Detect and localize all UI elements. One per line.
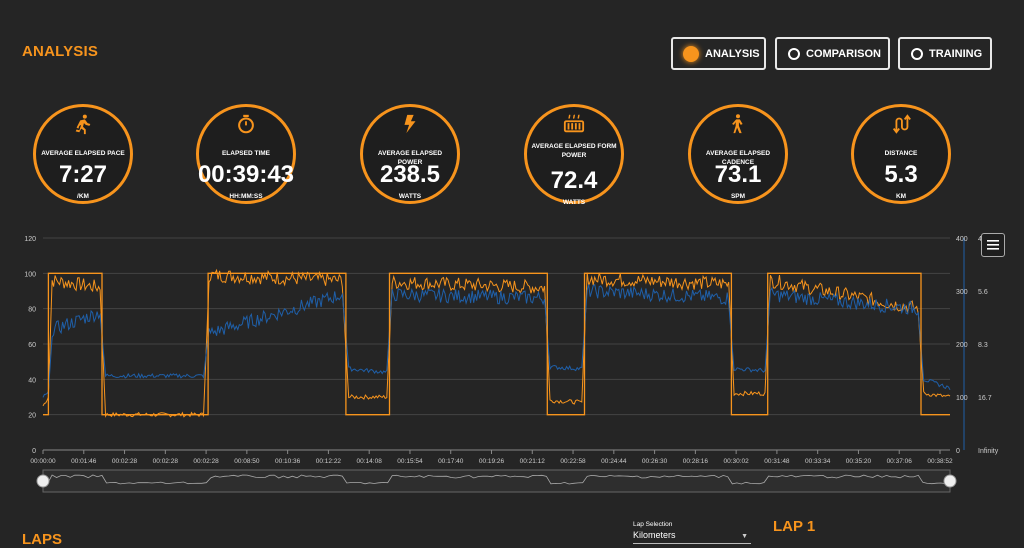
radio-selected-icon xyxy=(683,45,699,62)
heater-icon xyxy=(527,113,621,135)
metric-unit: WATTS xyxy=(562,199,586,206)
chevron-down-icon: ▼ xyxy=(741,533,748,540)
y-pace-tick-label: Infinity xyxy=(978,448,999,455)
x-tick-label: 00:26:30 xyxy=(642,458,668,465)
x-tick-label: 00:37:06 xyxy=(887,458,913,465)
metric-value: 5.3 xyxy=(884,161,918,188)
metric-elapsed-time: ELAPSED TIME 00:39:43 HH:MM:SS xyxy=(196,104,296,204)
metric-label: DISTANCE xyxy=(884,150,918,157)
metric-label: AVERAGE ELAPSED FORM POWER xyxy=(531,143,617,159)
x-tick-label: 00:31:48 xyxy=(764,458,790,465)
metric-form-power: AVERAGE ELAPSED FORM POWER 72.4 WATTS xyxy=(524,104,624,206)
metric-value: 73.1 xyxy=(714,161,762,188)
navigator-left-handle[interactable] xyxy=(36,474,50,488)
metric-label: ELAPSED TIME xyxy=(221,150,271,157)
lightning-icon xyxy=(363,113,457,135)
y-left-tick-label: 100 xyxy=(24,271,36,278)
y-right-tick-label: 100 xyxy=(956,395,968,402)
y-left-tick-label: 40 xyxy=(28,377,36,384)
chart-menu-button[interactable] xyxy=(981,233,1005,257)
x-tick-label: 00:14:08 xyxy=(357,458,383,465)
x-tick-label: 00:38:52 xyxy=(927,458,953,465)
navigator-line xyxy=(42,474,951,485)
laps-title: LAPS xyxy=(22,531,63,548)
x-tick-label: 00:12:22 xyxy=(316,458,342,465)
navigator-track xyxy=(42,469,951,493)
radio-unselected-icon xyxy=(911,47,923,60)
hamburger-icon xyxy=(987,240,999,250)
y-right-tick-label: 300 xyxy=(956,289,968,296)
x-tick-label: 00:19:26 xyxy=(479,458,505,465)
x-tick-label: 00:02:28 xyxy=(112,458,138,465)
radio-unselected-icon xyxy=(788,47,800,60)
y-pace-tick-label: 8.3 xyxy=(978,342,988,349)
stopwatch-icon xyxy=(199,113,293,135)
metric-distance: DISTANCE 5.3 KM xyxy=(851,104,951,204)
metric-unit: SPM xyxy=(730,193,746,200)
metric-unit: /KM xyxy=(77,193,89,200)
x-tick-label: 00:28:16 xyxy=(683,458,709,465)
lap-selection-label: Lap Selection xyxy=(633,521,673,528)
walking-icon xyxy=(691,113,785,135)
analysis-chart[interactable]: 0 20 40 60 80 100 120 0 100 200 300 400 Infinity 16.7… xyxy=(0,228,1024,498)
x-tick-label: 00:10:36 xyxy=(275,458,301,465)
tab-training-label: TRAINING xyxy=(929,47,983,60)
x-tick-label: 00:01:46 xyxy=(71,458,97,465)
y-left-tick-label: 20 xyxy=(28,413,36,420)
x-tick-label: 00:17:40 xyxy=(438,458,464,465)
x-tick-label: 00:35:20 xyxy=(846,458,872,465)
metric-label: AVERAGE ELAPSED CADENCE xyxy=(705,150,771,166)
lap-selection-dropdown[interactable]: Kilometers ▼ xyxy=(633,530,751,544)
x-tick-label: 00:02:28 xyxy=(153,458,179,465)
y-pace-tick-label: 16.7 xyxy=(978,395,992,402)
tab-analysis[interactable]: ANALYSIS xyxy=(671,37,766,70)
x-tick-label: 00:08:50 xyxy=(234,458,260,465)
metric-unit: HH:MM:SS xyxy=(229,193,263,200)
series-line xyxy=(43,272,950,416)
running-icon xyxy=(36,113,130,135)
x-tick-label: 00:00:00 xyxy=(30,458,56,465)
y-right-tick-label: 400 xyxy=(956,236,968,243)
metric-pace: AVERAGE ELAPSED PACE 7:27 /KM xyxy=(33,104,133,204)
y-right-tick-label: 0 xyxy=(956,448,960,455)
x-tick-label: 00:15:54 xyxy=(397,458,423,465)
metric-value: 00:39:43 xyxy=(197,161,295,188)
x-tick-label: 00:30:02 xyxy=(723,458,749,465)
x-tick-label: 00:22:58 xyxy=(560,458,586,465)
metric-value: 238.5 xyxy=(379,161,441,188)
page-title: ANALYSIS xyxy=(22,43,99,60)
tab-training[interactable]: TRAINING xyxy=(898,37,992,70)
metric-label: AVERAGE ELAPSED PACE xyxy=(41,150,125,157)
lap-title: LAP 1 xyxy=(773,518,816,535)
y-pace-tick-label: 4 xyxy=(978,236,982,243)
navigator-right-handle[interactable] xyxy=(943,474,957,488)
y-right-tick-label: 200 xyxy=(956,342,968,349)
metric-value: 72.4 xyxy=(550,167,598,194)
metric-cadence: AVERAGE ELAPSED CADENCE 73.1 SPM xyxy=(688,104,788,204)
y-pace-tick-label: 5.6 xyxy=(978,289,988,296)
series-line xyxy=(42,283,951,398)
route-arrows-icon xyxy=(854,113,948,135)
tab-comparison[interactable]: COMPARISON xyxy=(775,37,890,70)
lap-selection-value: Kilometers xyxy=(633,530,676,540)
x-tick-label: 00:33:34 xyxy=(805,458,831,465)
metric-unit: KM xyxy=(895,193,907,200)
x-tick-label: 00:21:12 xyxy=(520,458,546,465)
metric-power: AVERAGE ELAPSED POWER 238.5 WATTS xyxy=(360,104,460,204)
metric-label: AVERAGE ELAPSED POWER xyxy=(377,150,443,166)
metric-value: 7:27 xyxy=(58,161,108,188)
x-tick-label: 00:24:44 xyxy=(601,458,627,465)
metric-unit: WATTS xyxy=(398,193,422,200)
y-left-tick-label: 120 xyxy=(24,236,36,243)
y-left-tick-label: 0 xyxy=(32,448,36,455)
x-tick-label: 00:02:28 xyxy=(193,458,219,465)
tab-analysis-label: ANALYSIS xyxy=(705,47,760,60)
y-left-tick-label: 80 xyxy=(28,307,36,314)
y-left-tick-label: 60 xyxy=(28,342,36,349)
tab-comparison-label: COMPARISON xyxy=(806,47,881,60)
chart-svg: 0 20 40 60 80 100 120 0 100 200 300 400 Infinity 16.7… xyxy=(24,236,999,493)
